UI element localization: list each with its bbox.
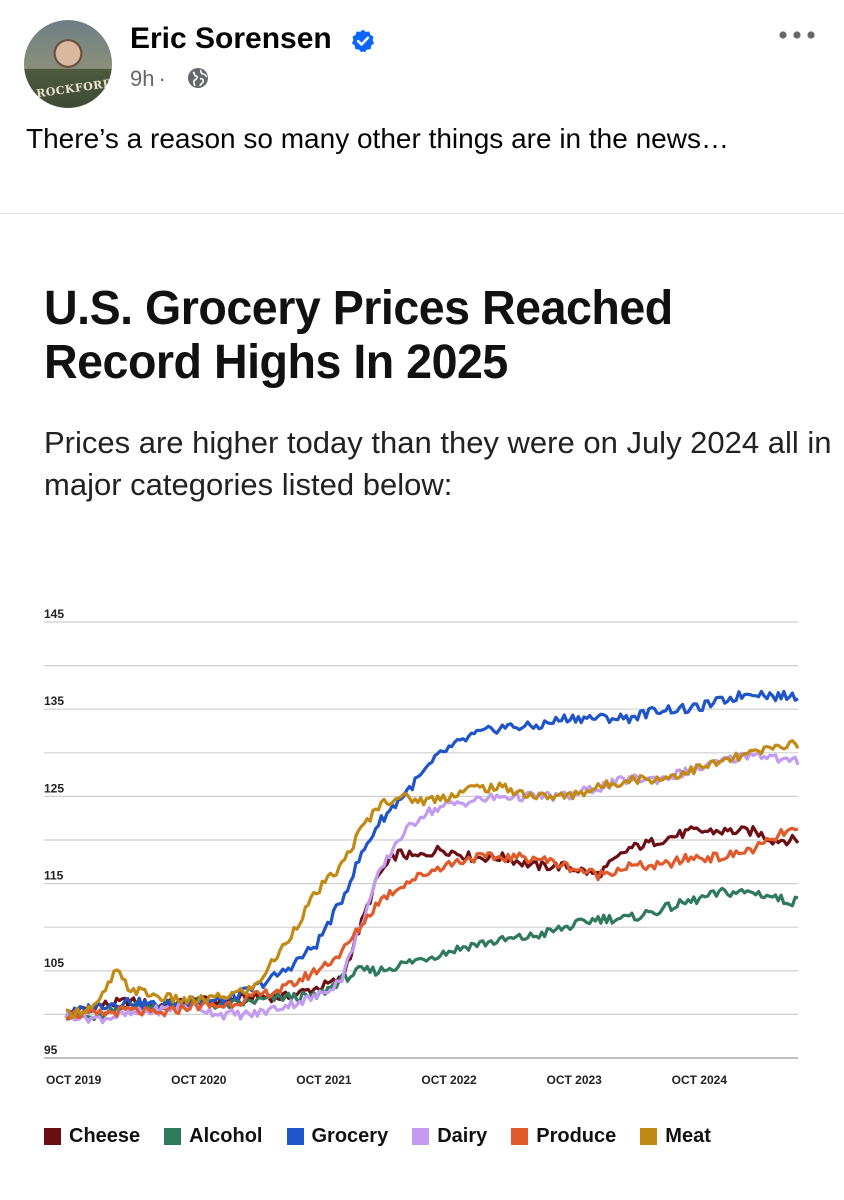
verified-badge-icon <box>351 29 375 53</box>
x-tick-label: OCT 2020 <box>171 1073 227 1087</box>
legend-label: Cheese <box>69 1124 141 1147</box>
legend-label: Dairy <box>437 1124 488 1147</box>
y-tick-label: 125 <box>44 781 64 795</box>
avatar-caption: ROCKFORD <box>35 76 112 101</box>
author-name[interactable]: Eric Sorensen <box>130 22 332 55</box>
post-header: ROCKFORD Eric Sorensen 9h · <box>0 0 844 110</box>
legend-label: Grocery <box>311 1124 389 1147</box>
x-tick-label: OCT 2022 <box>421 1073 477 1087</box>
legend-item-grocery: Grocery <box>286 1124 389 1148</box>
legend-item-meat: Meat <box>640 1125 711 1148</box>
y-tick-label: 115 <box>44 869 64 883</box>
legend-label: Produce <box>536 1124 617 1147</box>
legend-label: Meat <box>665 1124 711 1147</box>
legend-swatch <box>511 1127 529 1145</box>
chart-gridlines <box>44 621 798 1059</box>
post-time[interactable]: 9h <box>130 66 155 91</box>
series-line-produce <box>65 826 799 1021</box>
chart-series <box>64 689 800 1025</box>
legend-item-dairy: Dairy <box>412 1125 487 1148</box>
divider <box>0 213 844 214</box>
line-chart: 145 135 125 115 105 95 OCT 2019 OCT 2020 OCT 202… <box>44 607 800 1087</box>
legend-item-cheese: Cheese <box>44 1125 140 1148</box>
x-tick-label: OCT 2024 <box>672 1073 728 1087</box>
series-line-meat <box>65 739 800 1019</box>
series-line-cheese <box>64 825 800 1019</box>
chart-subtitle: Prices are higher today than they were o… <box>44 425 832 502</box>
legend-item-produce: Produce <box>511 1125 616 1148</box>
legend-swatch <box>640 1127 658 1145</box>
y-tick-label: 135 <box>44 694 64 708</box>
post-text: There’s a reason so many other things ar… <box>26 123 729 154</box>
x-tick-label: OCT 2019 <box>46 1073 102 1087</box>
legend-swatch <box>286 1127 304 1145</box>
legend-label: Alcohol <box>189 1124 263 1147</box>
y-tick-label: 95 <box>44 1043 58 1057</box>
legend-swatch <box>412 1127 430 1145</box>
series-line-dairy <box>64 750 800 1025</box>
legend-item-alcohol: Alcohol <box>164 1124 263 1148</box>
legend-swatch <box>164 1127 182 1145</box>
legend-swatch <box>44 1127 61 1145</box>
y-tick-label: 145 <box>44 607 64 621</box>
chart-title: U.S. Grocery Prices Reached Record Highs… <box>44 282 673 389</box>
meta-separator: · <box>158 66 166 91</box>
y-tick-label: 105 <box>44 956 64 970</box>
more-options-icon[interactable] <box>776 26 818 44</box>
x-tick-label: OCT 2021 <box>296 1073 352 1087</box>
series-line-alcohol <box>66 886 799 1022</box>
avatar[interactable]: ROCKFORD <box>24 20 112 108</box>
post-timestamp[interactable]: 9h · <box>130 66 170 92</box>
chart-tick-labels: 145 135 125 115 105 95 OCT 2019 OCT 2020 OCT 202… <box>44 607 727 1087</box>
series-line-grocery <box>65 689 799 1018</box>
x-tick-label: OCT 2023 <box>547 1073 603 1087</box>
chart-legend: Cheese Alcohol Grocery Dairy Produce Meat <box>44 1122 735 1150</box>
globe-icon <box>188 68 208 88</box>
